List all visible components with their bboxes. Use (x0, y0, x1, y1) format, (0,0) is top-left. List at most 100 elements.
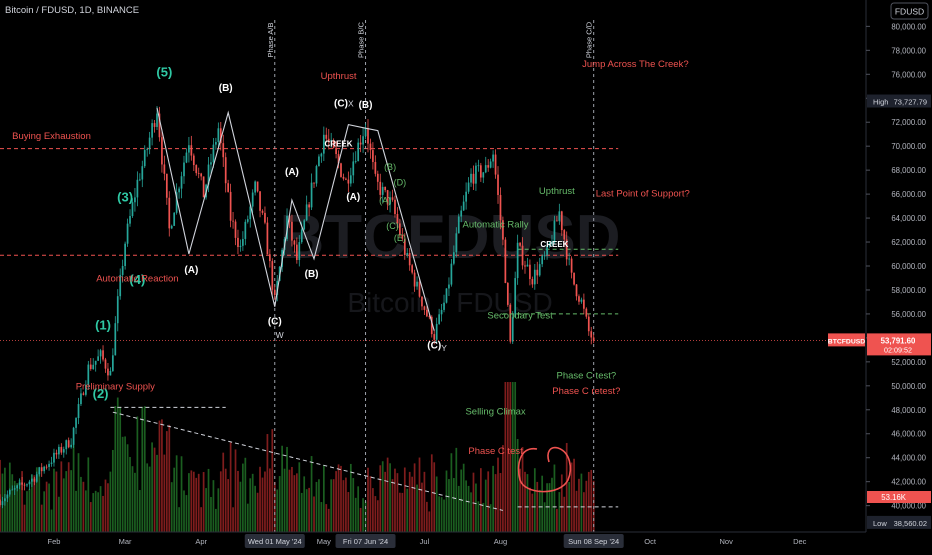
candle-body (315, 166, 318, 184)
volume-bar (546, 483, 548, 532)
candle-body (394, 199, 396, 215)
volume-bar (111, 449, 114, 532)
candle-body (389, 197, 391, 205)
wave-label-primary: (2) (93, 386, 109, 401)
volume-bar (399, 492, 401, 532)
candle-body (242, 238, 244, 246)
volume-bar (298, 462, 301, 532)
volume-bar (119, 406, 122, 532)
time-highlight-label: Wed 01 May '24 (248, 537, 302, 546)
volume-bar (345, 477, 347, 532)
candle-body (38, 467, 41, 475)
candle-body (60, 446, 63, 453)
wave-label-small: (D) (394, 178, 407, 188)
candle-body (224, 157, 227, 184)
volume-bar (67, 462, 70, 532)
candle-body (232, 220, 234, 222)
price-tick-label: 66,000.00 (891, 190, 926, 199)
last-price-badge-box (867, 333, 931, 356)
volume-bar (8, 462, 11, 532)
volume-bar (426, 501, 428, 532)
candle-body (215, 142, 217, 145)
volume-bar (141, 406, 144, 532)
wave-letter: W (276, 330, 284, 340)
wave-label-primary: (5) (156, 65, 172, 80)
volume-bar (18, 479, 21, 532)
candle-body (396, 214, 399, 224)
price-tick-label: 62,000.00 (891, 238, 926, 247)
time-tick-label: Oct (644, 537, 657, 546)
time-tick-label: May (317, 537, 331, 546)
volume-bar (21, 471, 23, 532)
volume-bar (403, 467, 406, 532)
candle-body (367, 128, 369, 144)
candle-body (183, 162, 185, 177)
volume-bar (264, 471, 266, 532)
price-badges: High 73,727.79 Low 38,560.02 BTCFDUSD 53,791.… (0, 94, 931, 529)
price-tick-label: 44,000.00 (891, 454, 926, 463)
volume-bar (109, 471, 112, 532)
volume-bar (195, 477, 198, 532)
candle-body (457, 216, 460, 234)
last-price-value: 53,791.60 (881, 336, 916, 345)
volume-bar (396, 473, 399, 532)
time-tick-label: Feb (48, 537, 61, 546)
candle-body (546, 246, 548, 255)
volume-bar (372, 488, 374, 532)
volume-bar (163, 454, 166, 532)
volume-badge-value: 53.16K (881, 493, 907, 502)
candle-body (504, 239, 507, 283)
candle-body (462, 201, 465, 211)
price-tick-label: 48,000.00 (891, 406, 926, 415)
volume-bar (99, 486, 102, 532)
candle-body (229, 191, 232, 221)
candle-body (452, 252, 455, 264)
volume-bar (386, 457, 389, 532)
volume-bar (16, 483, 19, 532)
volume-bar (325, 504, 328, 532)
time-scale[interactable]: Feb Mar Apr May Jul Aug Oct Nov Dec Wed 01 May '2… (48, 534, 807, 548)
volume-bar (143, 406, 146, 532)
currency-button[interactable]: FDUSD (890, 2, 929, 20)
volume-bar (126, 444, 129, 532)
price-tick-label: 60,000.00 (891, 262, 926, 271)
candle-body (342, 176, 345, 179)
annotation-red: Last Point of Support? (596, 189, 690, 200)
candle-body (477, 165, 480, 167)
volume-bar (305, 489, 308, 532)
candle-body (357, 142, 360, 162)
candle-body (318, 156, 320, 167)
candle-body (129, 216, 131, 224)
candle-body (521, 245, 524, 266)
candle-body (202, 176, 205, 198)
volume-bar (460, 469, 463, 532)
volume-bar (484, 479, 487, 532)
volume-bar (131, 466, 134, 532)
volume-bar (40, 504, 43, 532)
candle-body (269, 254, 271, 262)
volume-bar (548, 483, 551, 532)
wave-label-primary: (4) (129, 272, 145, 287)
high-badge-box (867, 94, 931, 108)
candle-body (529, 264, 531, 280)
volume-bar (65, 471, 68, 532)
candle-body (1, 501, 4, 505)
volume-bar (173, 467, 176, 532)
wave-label: (B) (305, 269, 319, 280)
volume-bar (475, 483, 477, 532)
candle-body (256, 181, 259, 192)
volume-bar (455, 447, 458, 532)
candle-body (97, 356, 99, 361)
volume-bar (565, 442, 568, 532)
volume-bars (0, 382, 595, 532)
volume-bar (502, 445, 504, 532)
volume-bar (452, 478, 455, 532)
candle-body (119, 274, 122, 297)
volume-bar (256, 492, 259, 532)
volume-bar (506, 382, 509, 532)
candle-body (300, 229, 303, 243)
volume-bar (357, 486, 360, 532)
candle-body (587, 316, 590, 332)
price-scale[interactable]: 80,000.0078,000.0076,000.0074,000.0072,0… (866, 22, 927, 511)
candle-body (413, 272, 416, 287)
